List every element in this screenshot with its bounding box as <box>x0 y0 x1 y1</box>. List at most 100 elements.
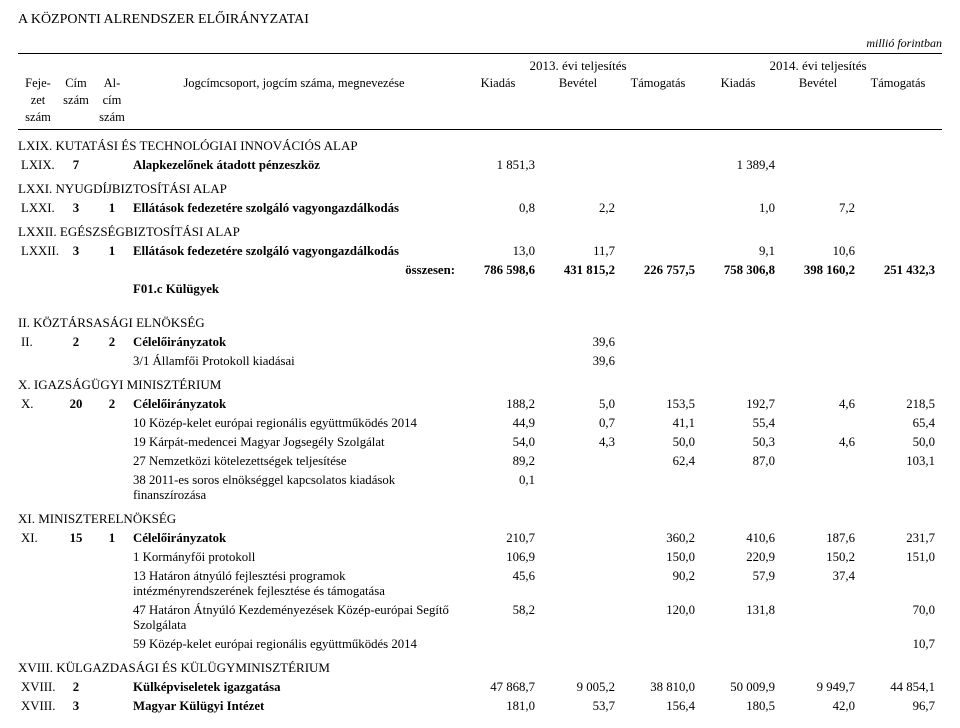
cell-v: 360,2 <box>618 529 698 548</box>
header-block: 2013. évi teljesítés 2014. évi teljesíté… <box>18 53 942 130</box>
cell-name: 27 Nemzetközi kötelezettségek teljesítés… <box>130 452 458 471</box>
cell-v: 150,2 <box>778 548 858 567</box>
cell-c1: X. <box>18 395 58 414</box>
cell-v: 53,7 <box>538 697 618 716</box>
row: XI. 15 1 Célelőirányzatok 210,7 360,2 41… <box>18 529 942 548</box>
sum-row: összesen: 786 598,6 431 815,2 226 757,5 … <box>18 261 942 280</box>
hdr-kiadas-1: Kiadás <box>458 75 538 92</box>
row: LXIX. 7 Alapkezelőnek átadott pénzeszköz… <box>18 156 942 175</box>
cell-v: 9,1 <box>698 242 778 261</box>
cell-v: 5,0 <box>538 395 618 414</box>
cell-v <box>858 156 938 175</box>
section-lxxii: LXXII. EGÉSZSÉGBIZTOSÍTÁSI ALAP <box>18 224 942 240</box>
year-2014: 2014. évi teljesítés <box>698 57 938 75</box>
cell-v: 150,0 <box>618 548 698 567</box>
cell-v: 44,9 <box>458 414 538 433</box>
cell-v: 47 868,7 <box>458 678 538 697</box>
cell-v <box>858 471 938 505</box>
cell-c1: XI. <box>18 529 58 548</box>
cell-v <box>618 199 698 218</box>
cell-v: 39,6 <box>538 352 618 371</box>
cell-v: 4,6 <box>778 395 858 414</box>
cell-c1: XVIII. <box>18 678 58 697</box>
cell-v <box>858 199 938 218</box>
cell-name: 13 Határon átnyúló fejlesztési programok… <box>130 567 458 601</box>
table-body: LXIX. KUTATÁSI ÉS TECHNOLÓGIAI INNOVÁCIÓ… <box>18 138 942 716</box>
cell-v <box>618 242 698 261</box>
row: 59 Közép-kelet európai regionális együtt… <box>18 635 942 654</box>
cell-v: 231,7 <box>858 529 938 548</box>
cell-v: 2,2 <box>538 199 618 218</box>
cell-v: 9 949,7 <box>778 678 858 697</box>
cell-c1: LXIX. <box>18 156 58 175</box>
row: 1 Kormányfői protokoll 106,9 150,0 220,9… <box>18 548 942 567</box>
cell-c2: 3 <box>58 242 94 261</box>
row: 13 Határon átnyúló fejlesztési programok… <box>18 567 942 601</box>
cell-v: 4,6 <box>778 433 858 452</box>
cell-v: 180,5 <box>698 697 778 716</box>
cell-v <box>538 471 618 505</box>
cell-v: 50,0 <box>618 433 698 452</box>
cell-v <box>538 156 618 175</box>
row: X. 20 2 Célelőirányzatok 188,2 5,0 153,5… <box>18 395 942 414</box>
cell-v <box>618 156 698 175</box>
row: XVIII. 3 Magyar Külügyi Intézet 181,0 53… <box>18 697 942 716</box>
cell-v: 153,5 <box>618 395 698 414</box>
cell-v: 9 005,2 <box>538 678 618 697</box>
cell-v: 251 432,3 <box>858 261 938 280</box>
hdr-bevetel-2: Bevétel <box>778 75 858 92</box>
section-lxix: LXIX. KUTATÁSI ÉS TECHNOLÓGIAI INNOVÁCIÓ… <box>18 138 942 154</box>
cell-v <box>538 601 618 635</box>
cell-c3 <box>94 678 130 697</box>
row: 38 2011-es soros elnökséggel kapcsolatos… <box>18 471 942 505</box>
cell-v: 10,6 <box>778 242 858 261</box>
hdr-bevetel-1: Bevétel <box>538 75 618 92</box>
cell-v: 39,6 <box>538 333 618 352</box>
cell-v <box>538 548 618 567</box>
page-title: A KÖZPONTI ALRENDSZER ELŐIRÁNYZATAI <box>18 12 942 28</box>
cell-v: 120,0 <box>618 601 698 635</box>
cell-c1: LXXII. <box>18 242 58 261</box>
cell-v: 131,8 <box>698 601 778 635</box>
cell-v: 192,7 <box>698 395 778 414</box>
cell-name: Külképviseletek igazgatása <box>130 678 458 697</box>
cell-name: 38 2011-es soros elnökséggel kapcsolatos… <box>130 471 458 505</box>
cell-v <box>858 352 938 371</box>
cell-v <box>618 352 698 371</box>
cell-v <box>458 635 538 654</box>
section-xviii: XVIII. KÜLGAZDASÁGI ÉS KÜLÜGYMINISZTÉRIU… <box>18 660 942 676</box>
cell-v <box>538 567 618 601</box>
cell-v: 0,7 <box>538 414 618 433</box>
cell-v: 0,8 <box>458 199 538 218</box>
cell-v: 1 389,4 <box>698 156 778 175</box>
cell-v: 758 306,8 <box>698 261 778 280</box>
hdr-alcim-1: Al- <box>94 75 130 92</box>
cell-c1: II. <box>18 333 58 352</box>
cell-name: Alapkezelőnek átadott pénzeszköz <box>130 156 458 175</box>
cell-name: 1 Kormányfői protokoll <box>130 548 458 567</box>
cell-v: 106,9 <box>458 548 538 567</box>
cell-v: 50,0 <box>858 433 938 452</box>
hdr-fejezet-3: szám <box>18 109 58 126</box>
cell-name: 10 Közép-kelet európai regionális együtt… <box>130 414 458 433</box>
cell-name: 19 Kárpát-medencei Magyar Jogsegély Szol… <box>130 433 458 452</box>
cell-v <box>778 471 858 505</box>
cell-v: 41,1 <box>618 414 698 433</box>
cell-c3: 2 <box>94 395 130 414</box>
cell-c1: LXXI. <box>18 199 58 218</box>
cell-c2: 3 <box>58 697 94 716</box>
cell-v: 398 160,2 <box>778 261 858 280</box>
cell-v: 37,4 <box>778 567 858 601</box>
cell-v: 55,4 <box>698 414 778 433</box>
cell-v: 151,0 <box>858 548 938 567</box>
cell-name: 3/1 Államfői Protokoll kiadásai <box>130 352 458 371</box>
cell-v: 70,0 <box>858 601 938 635</box>
cell-v: 103,1 <box>858 452 938 471</box>
cell-v: 45,6 <box>458 567 538 601</box>
cell-name: 59 Közép-kelet európai regionális együtt… <box>130 635 458 654</box>
cell-v: 7,2 <box>778 199 858 218</box>
cell-v <box>538 452 618 471</box>
hdr-cim-2: szám <box>58 92 94 109</box>
row: 47 Határon Átnyúló Kezdeményezések Közép… <box>18 601 942 635</box>
cell-c3: 1 <box>94 529 130 548</box>
